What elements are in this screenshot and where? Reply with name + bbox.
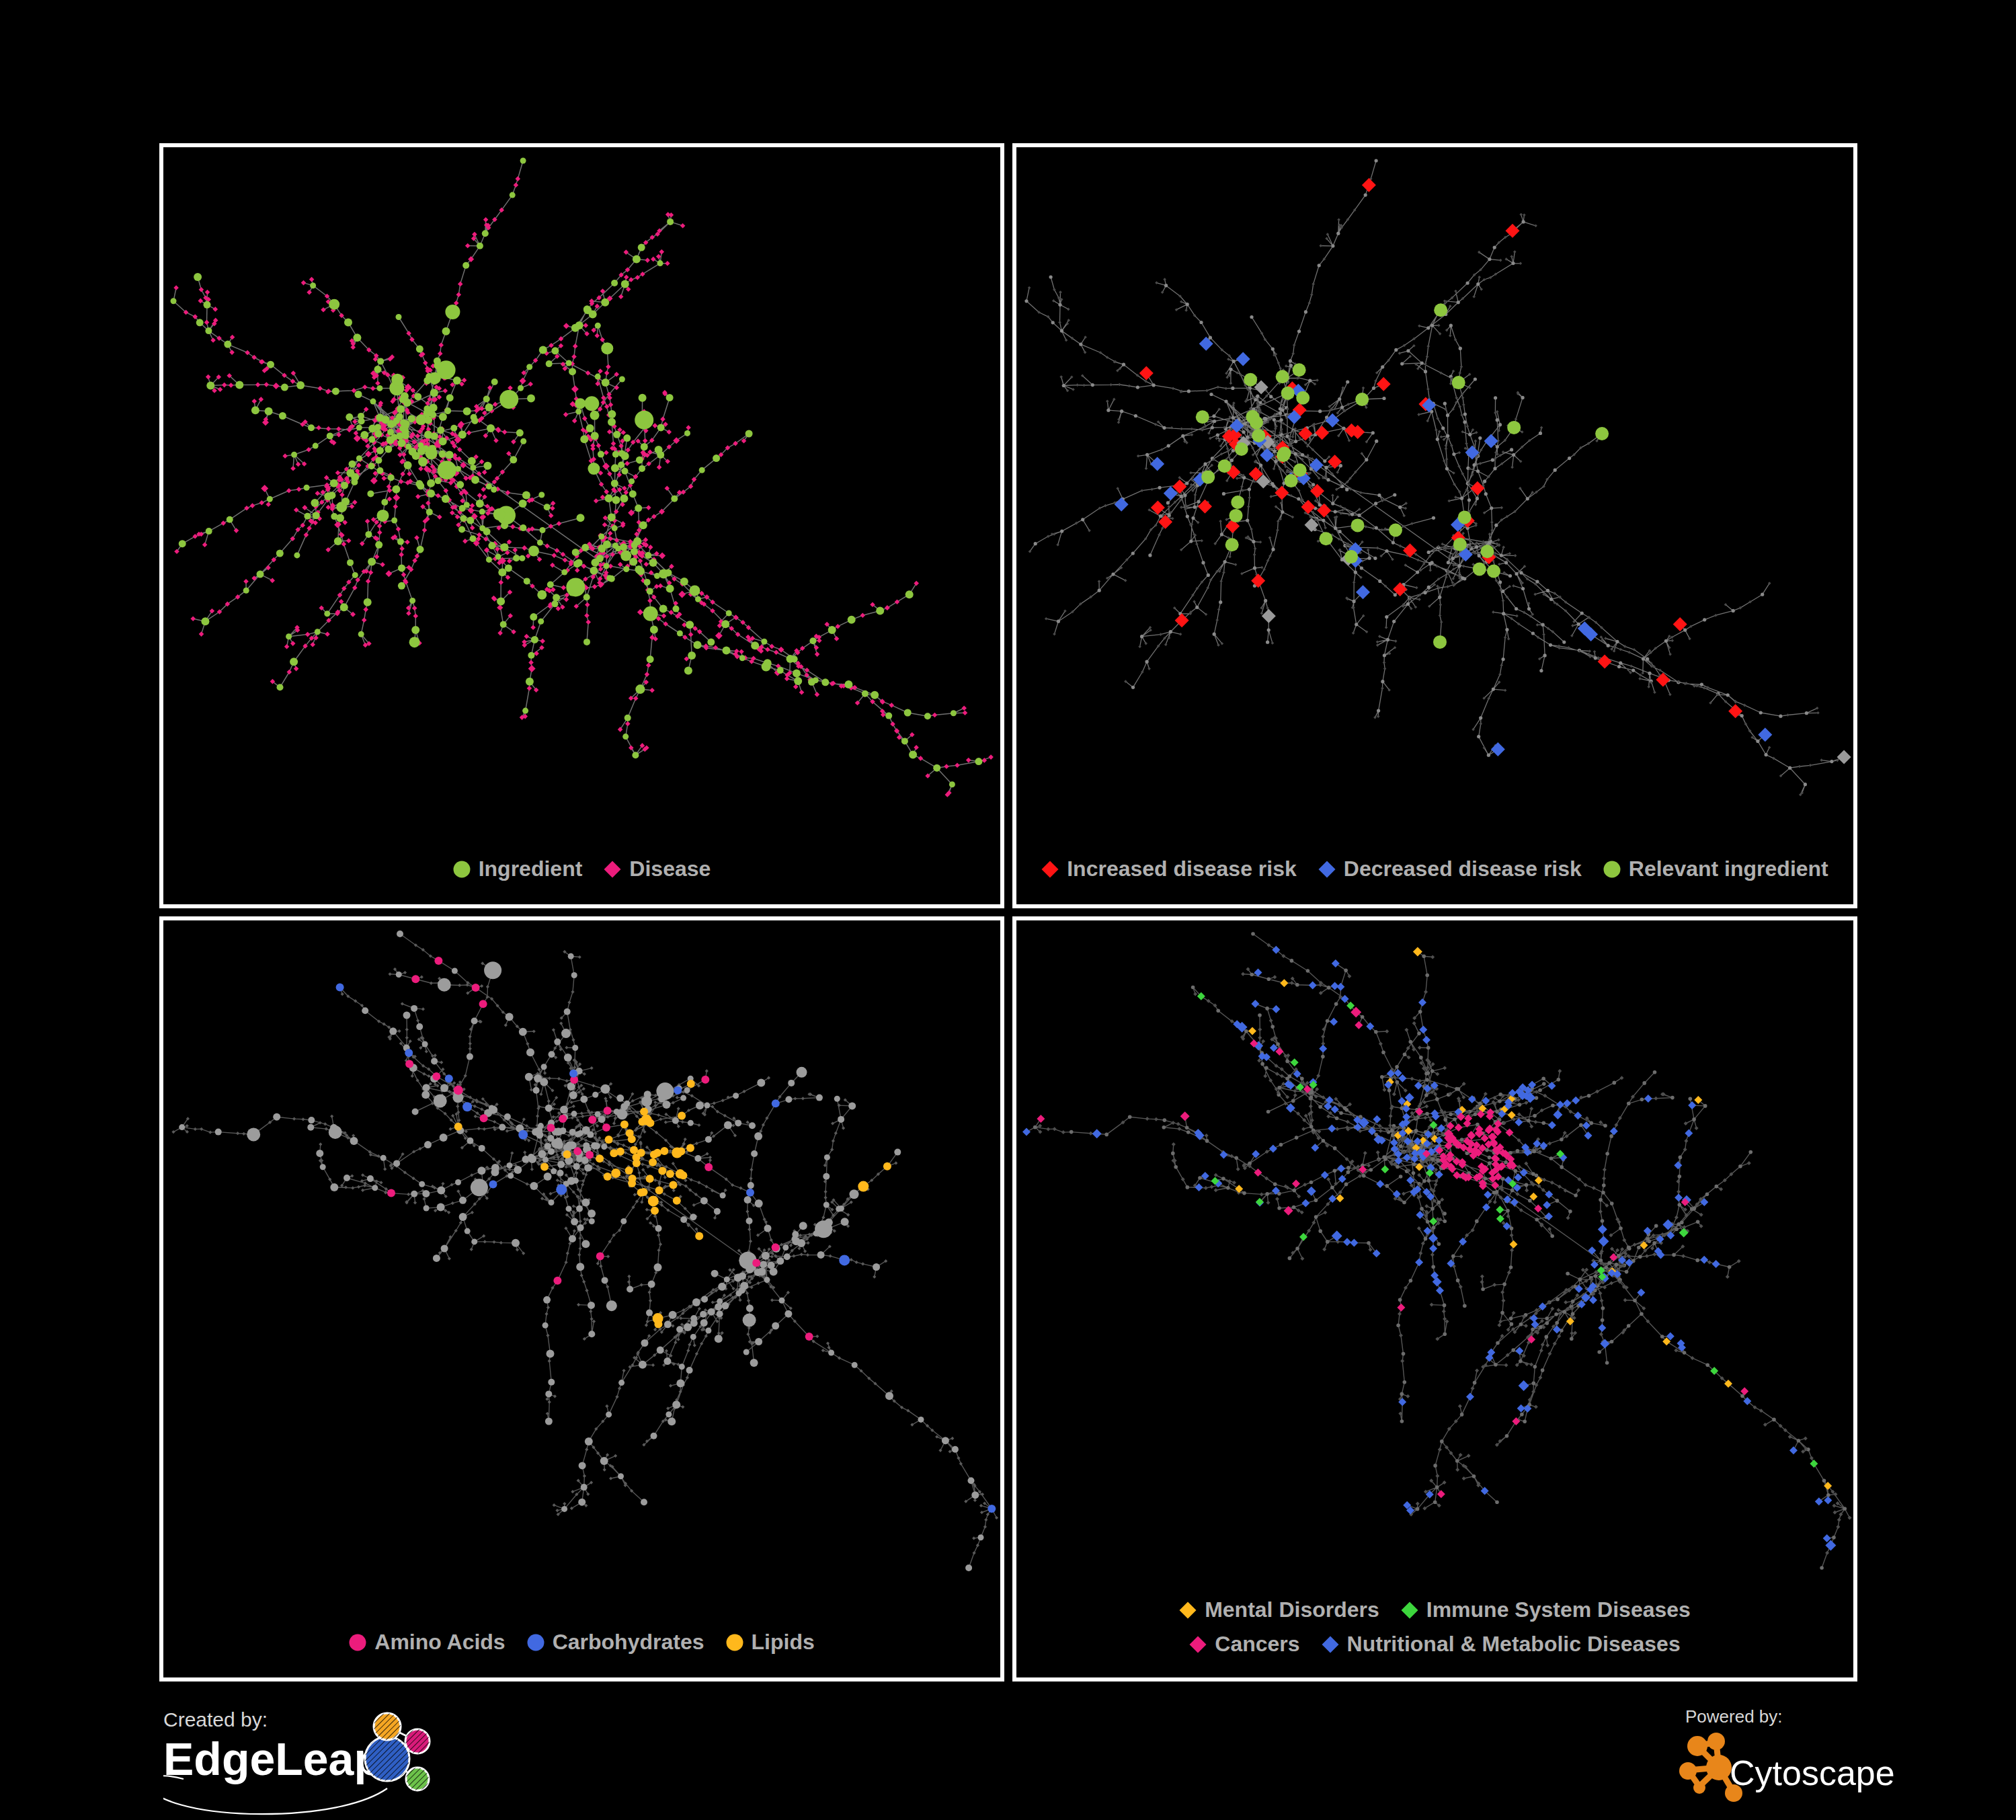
svg-text:Cytoscape: Cytoscape xyxy=(1730,1753,1895,1792)
svg-text:EdgeLeap: EdgeLeap xyxy=(163,1733,382,1784)
svg-text:Created by:: Created by: xyxy=(163,1708,268,1731)
